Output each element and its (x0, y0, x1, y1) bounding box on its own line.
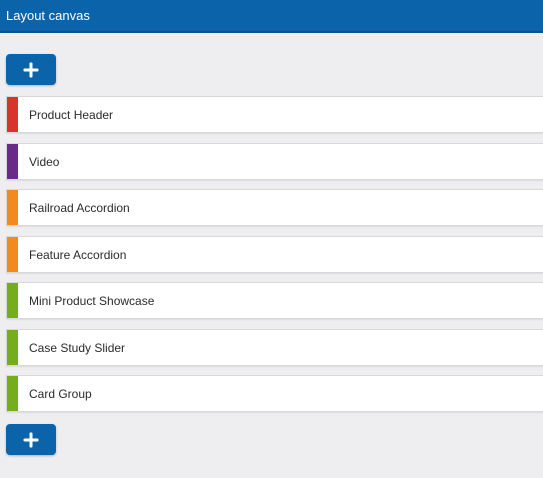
module-color-stripe (7, 190, 18, 225)
plus-icon (23, 62, 39, 77)
module-color-stripe (7, 283, 18, 318)
layout-canvas: Product Header Video Railroad Accordion … (0, 33, 543, 478)
module-label: Feature Accordion (29, 247, 127, 262)
layout-canvas-header: Layout canvas (0, 0, 543, 33)
module-color-stripe (7, 236, 18, 272)
panel-title: Layout canvas (6, 8, 90, 23)
module-color-stripe (7, 329, 18, 365)
plus-icon (23, 432, 39, 447)
module-row-mini-product-showcase[interactable]: Mini Product Showcase (6, 282, 543, 319)
module-row-feature-accordion[interactable]: Feature Accordion (6, 235, 543, 273)
add-module-button-bottom[interactable] (6, 424, 56, 455)
module-row-railroad-accordion[interactable]: Railroad Accordion (6, 189, 543, 226)
add-module-button-top[interactable] (6, 54, 56, 85)
module-row-product-header[interactable]: Product Header (6, 96, 543, 133)
module-label: Card Group (29, 387, 92, 401)
module-row-case-study-slider[interactable]: Case Study Slider (6, 328, 543, 366)
module-label: Case Study Slider (29, 340, 126, 355)
module-label: Railroad Accordion (29, 201, 130, 215)
module-label: Product Header (29, 108, 114, 122)
module-row-card-group[interactable]: Card Group (6, 375, 543, 412)
module-color-stripe (7, 97, 18, 132)
module-row-video[interactable]: Video (6, 142, 543, 180)
module-color-stripe (7, 376, 18, 411)
module-list: Product Header Video Railroad Accordion … (6, 96, 543, 422)
module-label: Mini Product Showcase (29, 294, 155, 308)
module-color-stripe (7, 143, 18, 179)
module-label: Video (29, 154, 60, 169)
